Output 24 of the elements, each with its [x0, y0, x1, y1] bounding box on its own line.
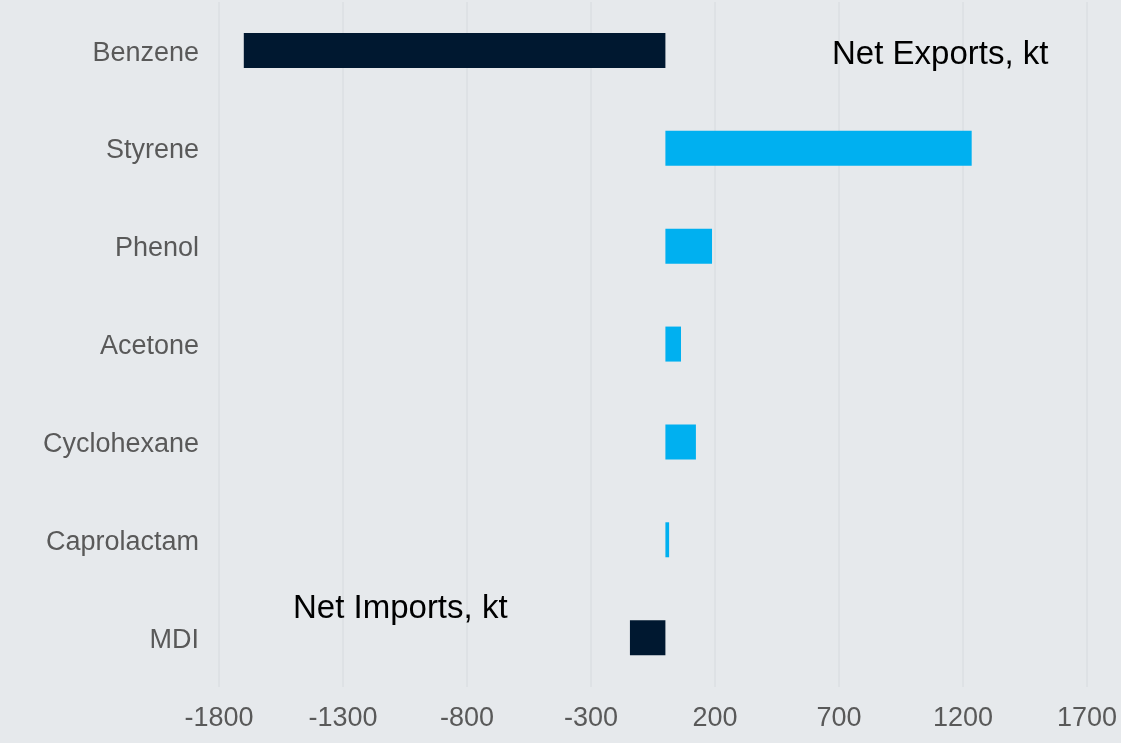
bar [665, 130, 972, 166]
bar [629, 620, 666, 656]
y-tick-label: Cyclohexane [42, 427, 199, 458]
bar [243, 33, 666, 68]
y-tick-label: Acetone [99, 330, 199, 361]
bar [665, 522, 670, 558]
x-tick-label: 1700 [1056, 702, 1118, 733]
y-tick-label: Styrene [105, 134, 199, 165]
annotation: Net Imports, kt [293, 588, 508, 626]
x-tick-label: 700 [816, 702, 862, 733]
x-tick-label: 1200 [932, 702, 994, 733]
x-tick-label: -300 [563, 702, 619, 733]
annotation: Net Exports, kt [832, 34, 1049, 72]
bar [665, 424, 696, 460]
bar [665, 326, 682, 362]
y-tick-label: MDI [149, 623, 199, 654]
y-tick-label: Phenol [114, 232, 199, 263]
y-tick-label: Caprolactam [45, 525, 199, 556]
x-tick-label: 200 [692, 702, 738, 733]
x-tick-label: -1300 [308, 702, 378, 733]
x-tick-label: -1800 [184, 702, 254, 733]
y-tick-label: Benzene [92, 36, 199, 67]
x-tick-label: -800 [439, 702, 495, 733]
bar [665, 228, 713, 264]
